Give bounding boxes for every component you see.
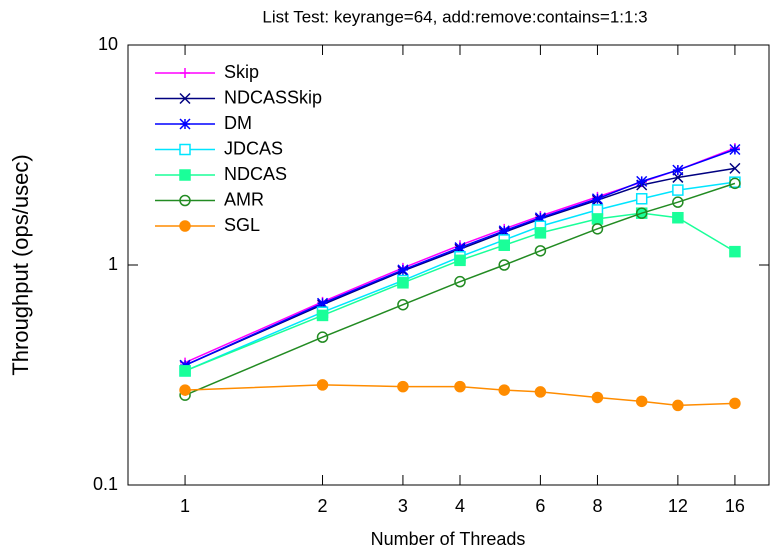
- point: [316, 331, 329, 343]
- point: [534, 245, 547, 257]
- y-axis-label: Throughput (ops/usec): [8, 154, 33, 375]
- point: [636, 175, 648, 187]
- series-line: [185, 384, 735, 407]
- x-tick-label: 12: [668, 496, 688, 516]
- point: [672, 211, 684, 224]
- x-tick-label: 2: [318, 496, 328, 516]
- point: [498, 384, 510, 396]
- series-line: [184, 182, 736, 396]
- series-line: [184, 167, 736, 366]
- y-tick-label: 10: [98, 34, 118, 54]
- point: [316, 297, 329, 309]
- point: [591, 223, 604, 235]
- point: [672, 399, 684, 412]
- point: [672, 196, 684, 208]
- point: [498, 259, 510, 271]
- point: [672, 184, 684, 196]
- point: [397, 264, 409, 276]
- legend-marker: [179, 92, 191, 105]
- legend-marker: [179, 194, 191, 207]
- point: [729, 245, 741, 258]
- y-tick-label: 0.1: [93, 474, 118, 494]
- point: [316, 379, 329, 391]
- point: [635, 395, 648, 408]
- legend-label: AMR: [224, 189, 264, 209]
- chart-title: List Test: keyrange=64, add:remove:conta…: [262, 7, 647, 26]
- point: [454, 380, 466, 393]
- series-line: [184, 148, 736, 366]
- point: [397, 380, 409, 393]
- point: [534, 386, 547, 398]
- x-tick-label: 1: [180, 496, 190, 516]
- point: [179, 384, 191, 396]
- legend-label: NDCASSkip: [224, 87, 322, 107]
- point: [635, 193, 648, 205]
- legend-marker: [179, 143, 191, 156]
- point: [454, 254, 466, 267]
- legend-marker: [179, 220, 191, 232]
- point: [534, 227, 547, 239]
- x-axis-label: Number of Threads: [371, 529, 526, 549]
- point: [397, 277, 409, 289]
- point: [397, 298, 409, 311]
- point: [454, 242, 466, 254]
- legend-marker: [179, 118, 191, 130]
- point: [729, 397, 741, 410]
- point: [498, 225, 510, 237]
- series-line: [184, 181, 736, 372]
- point: [635, 207, 648, 219]
- legend-label: SGL: [224, 215, 260, 235]
- legend-label: JDCAS: [224, 138, 283, 158]
- legend-marker: [180, 68, 190, 78]
- point: [454, 275, 466, 288]
- point: [534, 212, 546, 224]
- point: [729, 177, 741, 190]
- x-tick-label: 3: [398, 496, 408, 516]
- point: [729, 143, 741, 156]
- point: [179, 365, 191, 377]
- point: [498, 239, 510, 251]
- point: [591, 193, 603, 205]
- point: [729, 162, 741, 174]
- series-line: [184, 212, 736, 372]
- legend-label: NDCAS: [224, 164, 287, 184]
- x-tick-label: 8: [592, 496, 602, 516]
- x-tick-label: 6: [535, 496, 545, 516]
- x-tick-label: 16: [725, 496, 745, 516]
- legend-label: DM: [224, 113, 252, 133]
- x-tick-label: 4: [455, 496, 465, 516]
- point: [316, 309, 329, 322]
- y-tick-label: 1: [108, 254, 118, 274]
- legend-marker: [179, 169, 191, 181]
- legend-label: Skip: [224, 62, 259, 82]
- point: [591, 213, 604, 225]
- point: [591, 391, 604, 404]
- point: [672, 164, 684, 176]
